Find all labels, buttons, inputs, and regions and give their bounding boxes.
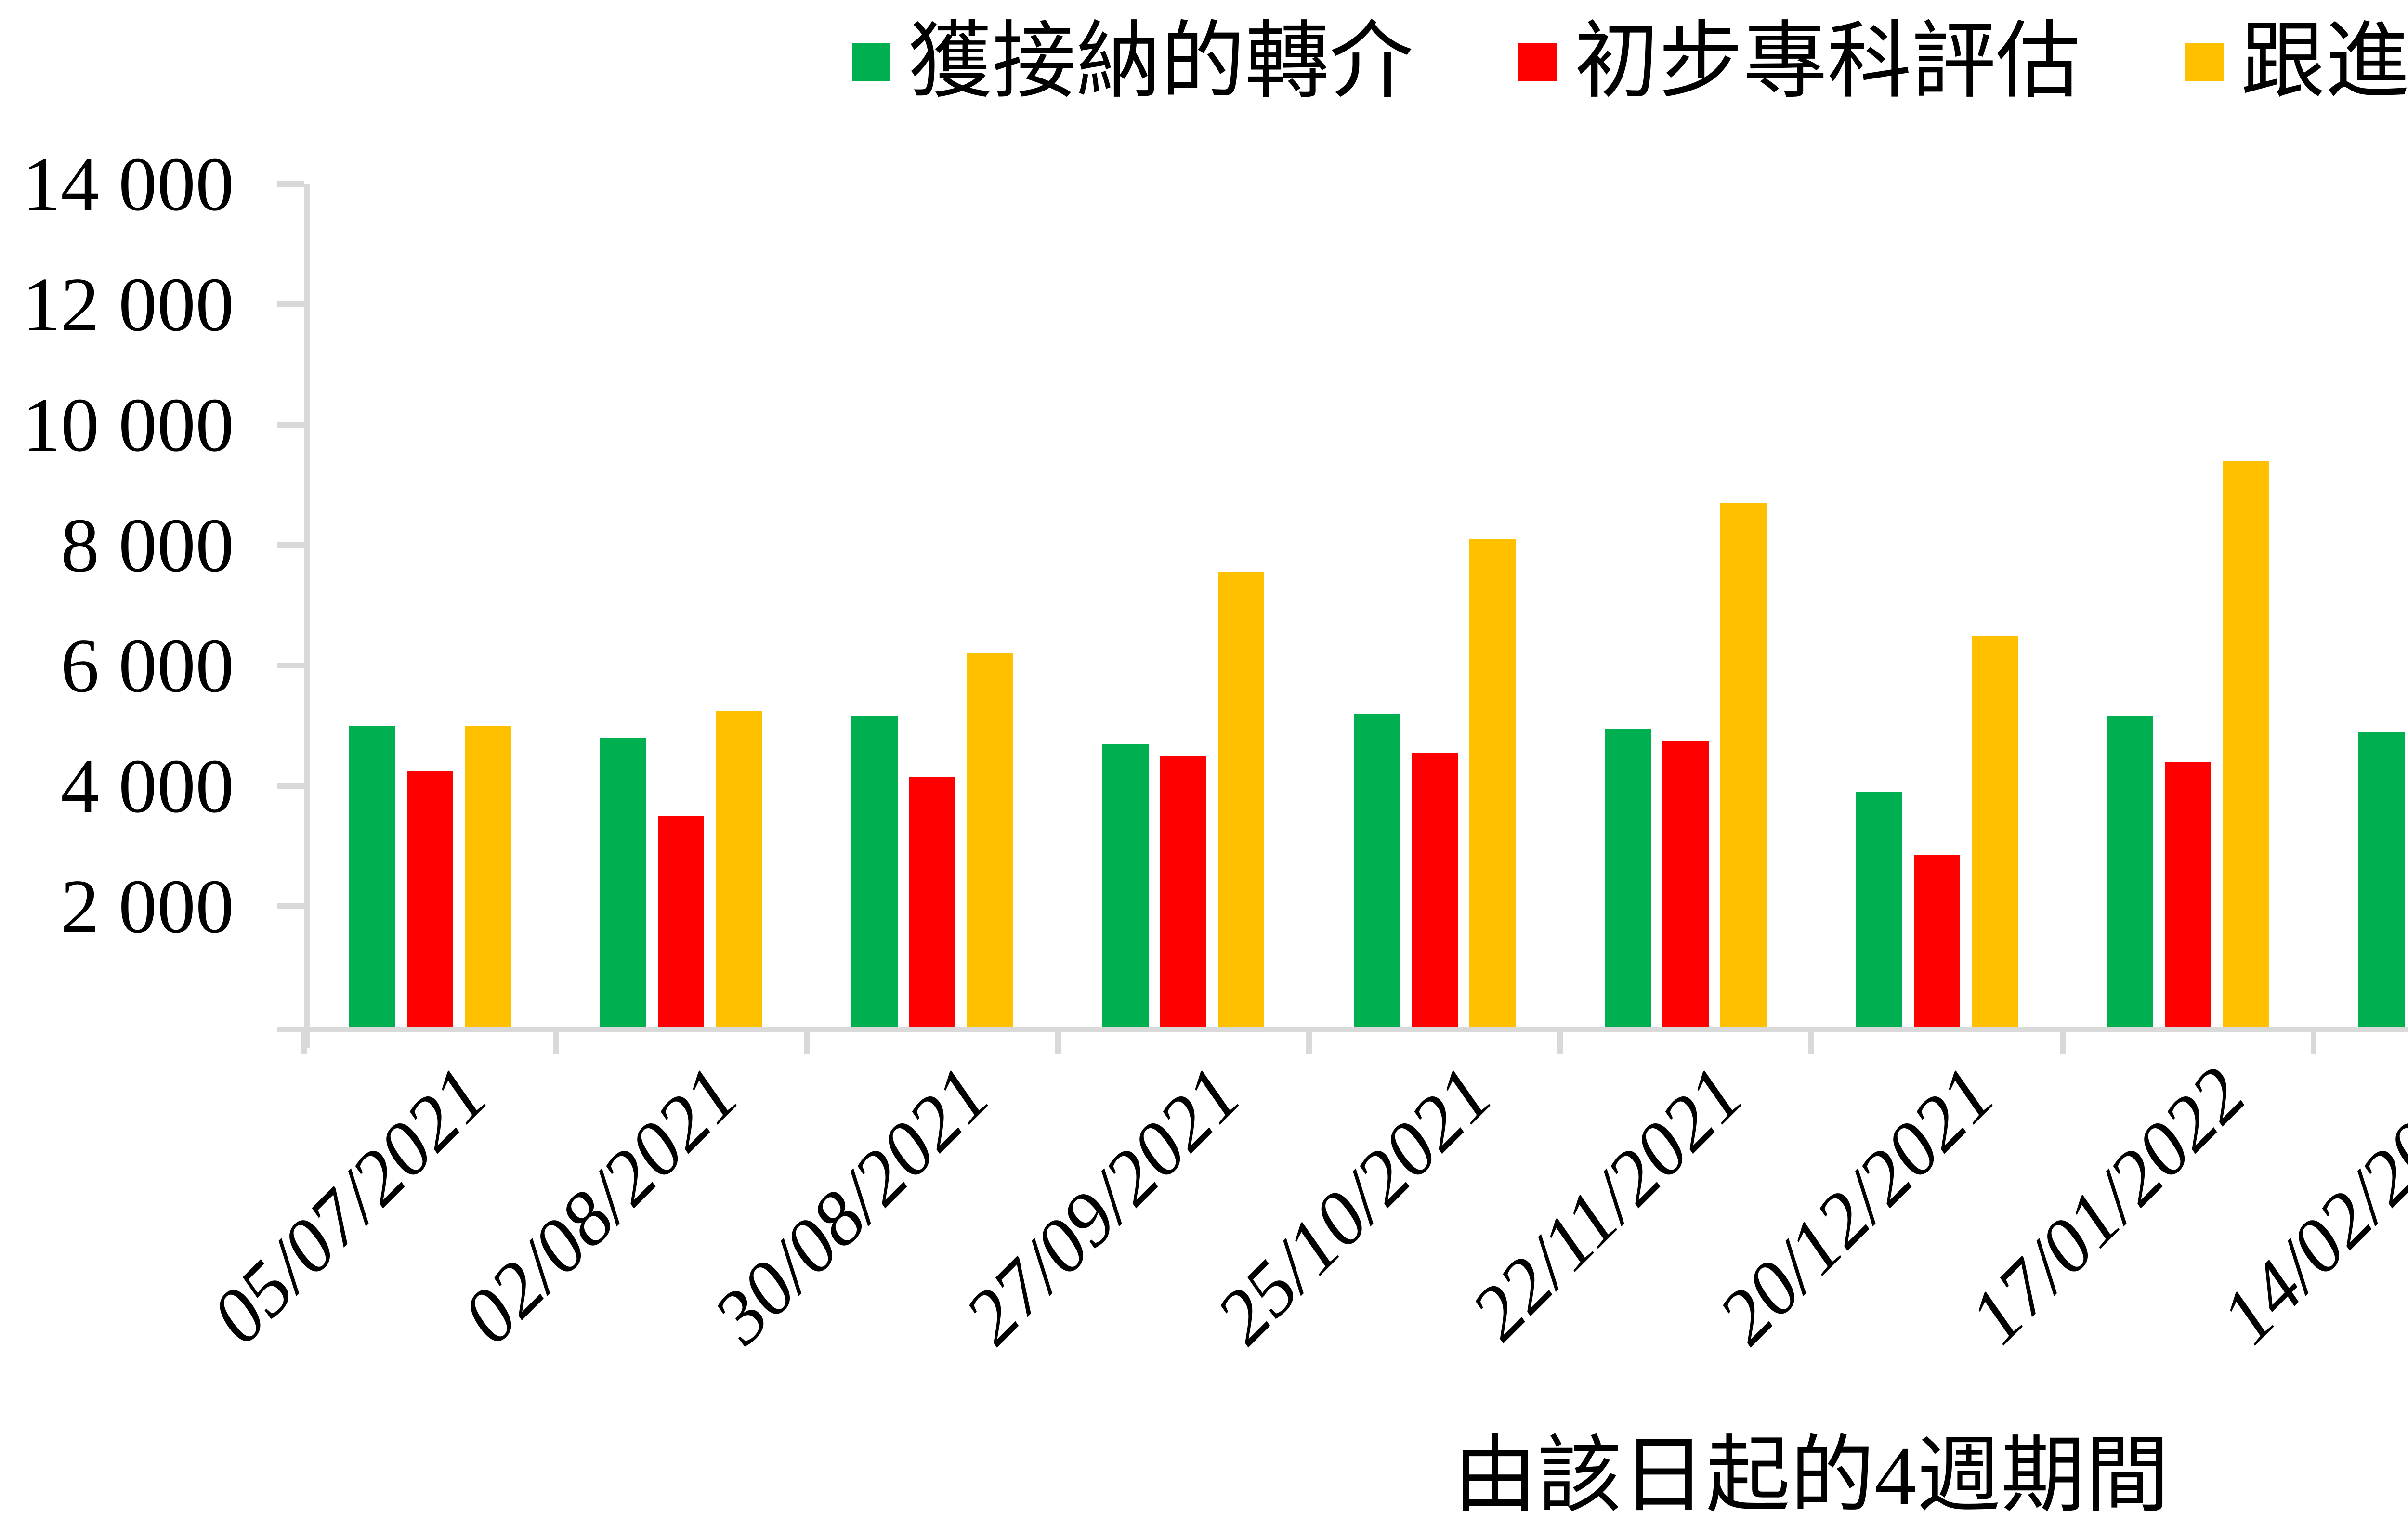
bar-first-specialist-assessment bbox=[2165, 762, 2212, 1027]
legend-label: 跟進診症 bbox=[2241, 15, 2408, 108]
legend-swatch-icon bbox=[852, 42, 890, 81]
x-tick-mark bbox=[1808, 1027, 1814, 1054]
legend: 獲接納的轉介 初步專科評估 跟進診症 bbox=[38, 13, 2408, 110]
x-axis-title: 由該日起的4週期間 bbox=[1453, 1429, 2170, 1523]
x-tick-mark bbox=[2059, 1027, 2066, 1054]
y-axis-line bbox=[304, 184, 310, 1048]
bar-follow-up-consultations bbox=[464, 726, 511, 1027]
legend-swatch-icon bbox=[2185, 42, 2224, 81]
y-tick-label: 8 000 bbox=[61, 502, 234, 588]
bar-accepted-referrals bbox=[600, 738, 647, 1027]
bar-follow-up-consultations bbox=[1720, 503, 1767, 1027]
x-tick-mark bbox=[1055, 1027, 1061, 1054]
bar-follow-up-consultations bbox=[1971, 635, 2018, 1027]
bar-accepted-referrals bbox=[851, 716, 898, 1027]
bar-accepted-referrals bbox=[1856, 792, 1902, 1027]
legend-label: 獲接納的轉介 bbox=[908, 15, 1413, 108]
y-tick-label: 4 000 bbox=[61, 743, 234, 829]
bar-accepted-referrals bbox=[1605, 729, 1651, 1027]
bar-first-specialist-assessment bbox=[1662, 741, 1709, 1027]
y-tick-mark bbox=[277, 301, 304, 307]
x-tick-mark bbox=[2311, 1027, 2316, 1054]
y-tick-mark bbox=[277, 903, 304, 909]
y-tick-mark bbox=[277, 663, 304, 668]
y-tick-label: 2 000 bbox=[61, 863, 234, 949]
y-tick-label: 14 000 bbox=[22, 141, 234, 227]
bar-accepted-referrals bbox=[349, 726, 395, 1027]
legend-item-first-specialist-assessment: 初步專科評估 bbox=[1518, 13, 2080, 110]
y-tick-mark bbox=[277, 422, 304, 428]
bar-follow-up-consultations bbox=[1218, 572, 1265, 1027]
bar-first-specialist-assessment bbox=[1913, 855, 1960, 1027]
y-tick-mark bbox=[277, 783, 304, 789]
y-tick-label: 10 000 bbox=[22, 382, 234, 468]
x-tick-mark bbox=[1557, 1027, 1563, 1054]
bar-follow-up-consultations bbox=[2223, 461, 2269, 1027]
bar-follow-up-consultations bbox=[1469, 539, 1516, 1027]
bar-first-specialist-assessment bbox=[406, 770, 453, 1027]
bar-first-specialist-assessment bbox=[1160, 755, 1207, 1027]
bar-follow-up-consultations bbox=[967, 653, 1013, 1027]
legend-item-follow-up-consultations: 跟進診症 bbox=[2185, 13, 2408, 110]
x-tick-mark bbox=[804, 1027, 810, 1054]
x-tick-mark bbox=[301, 1027, 307, 1054]
y-tick-mark bbox=[277, 181, 304, 187]
legend-item-accepted-referrals: 獲接納的轉介 bbox=[852, 13, 1413, 110]
bar-first-specialist-assessment bbox=[658, 816, 705, 1027]
x-tick-mark bbox=[552, 1027, 559, 1054]
bar-first-specialist-assessment bbox=[1411, 753, 1458, 1027]
bar-accepted-referrals bbox=[1102, 743, 1149, 1027]
x-tick-mark bbox=[1306, 1027, 1312, 1054]
legend-swatch-icon bbox=[1518, 42, 1557, 81]
bar-accepted-referrals bbox=[2107, 716, 2154, 1027]
y-tick-mark bbox=[277, 542, 304, 548]
bar-accepted-referrals bbox=[1353, 714, 1400, 1027]
bar-first-specialist-assessment bbox=[909, 777, 955, 1027]
y-tick-label: 6 000 bbox=[61, 623, 234, 708]
legend-label: 初步專科評估 bbox=[1574, 15, 2080, 108]
y-tick-label: 12 000 bbox=[22, 261, 234, 347]
bar-follow-up-consultations bbox=[716, 710, 762, 1027]
bar-accepted-referrals bbox=[2358, 731, 2405, 1027]
x-axis-line bbox=[277, 1027, 2408, 1032]
